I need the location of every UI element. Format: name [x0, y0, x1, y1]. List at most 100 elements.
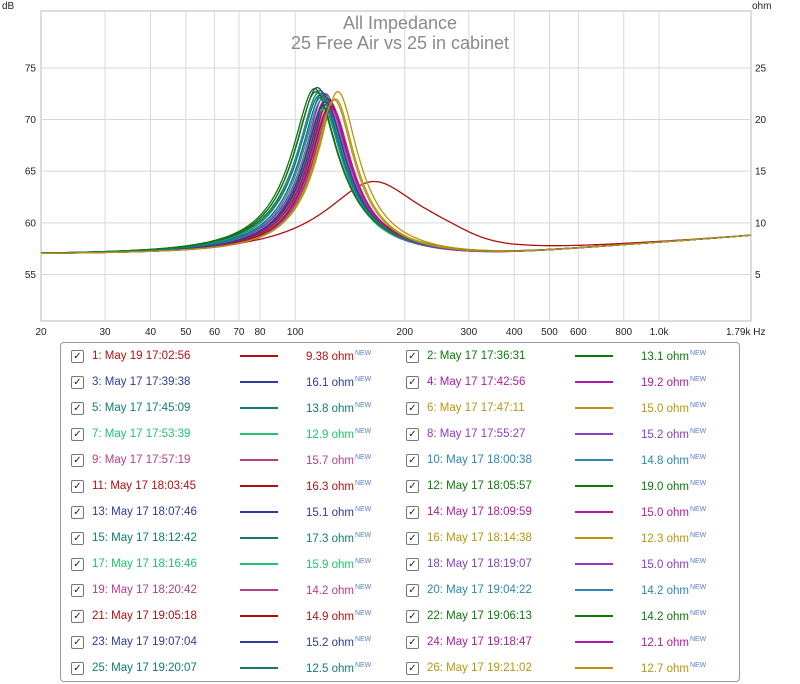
series-line-26 [41, 99, 752, 255]
legend-swatch [240, 563, 278, 565]
legend-checkbox[interactable]: ✓ [71, 557, 84, 571]
legend-label: 16: May 17 18:14:38 [427, 532, 532, 544]
legend-checkbox[interactable]: ✓ [71, 531, 84, 545]
legend-value: 15.2 ohmNEW [306, 636, 371, 649]
legend-value: 14.8 ohmNEW [641, 454, 706, 467]
legend-checkbox[interactable]: ✓ [71, 609, 84, 623]
legend-checkbox[interactable]: ✓ [71, 583, 84, 597]
legend-value-text: 15.7 ohm [306, 454, 354, 467]
legend-checkbox[interactable]: ✓ [406, 479, 419, 493]
new-badge: NEW [354, 375, 372, 383]
legend-checkbox[interactable]: ✓ [406, 427, 419, 441]
legend-value: 14.2 ohmNEW [306, 584, 371, 597]
legend-checkbox[interactable]: ✓ [406, 531, 419, 545]
legend-value: 14.2 ohmNEW [641, 584, 706, 597]
x-tick-label: 400 [506, 327, 523, 338]
x-tick-label: 1.79k Hz [726, 327, 765, 338]
y-tick-label-left: 65 [25, 167, 37, 178]
legend-checkbox[interactable]: ✓ [406, 583, 419, 597]
legend-label: 7: May 17 17:53:39 [92, 428, 191, 440]
legend-checkbox[interactable]: ✓ [406, 661, 419, 675]
legend-swatch [575, 667, 613, 669]
legend-label: 10: May 17 18:00:38 [427, 454, 532, 466]
legend-value-text: 12.9 ohm [306, 428, 354, 441]
y-tick-label-left: 70 [25, 115, 37, 126]
new-badge: NEW [689, 375, 707, 383]
legend-checkbox[interactable]: ✓ [71, 505, 84, 519]
x-tick-label: 70 [233, 327, 245, 338]
legend-value: 13.1 ohmNEW [641, 350, 706, 363]
legend-swatch [575, 485, 613, 487]
legend-value-text: 12.7 ohm [641, 662, 689, 675]
legend-value: 12.9 ohmNEW [306, 428, 371, 441]
legend-checkbox[interactable]: ✓ [406, 609, 419, 623]
x-axis-ticks: 20 30 40 50 60 70 80 100 200 300 400 500 600 800 1.0k 1… [35, 327, 765, 338]
x-tick-label: 30 [99, 327, 111, 338]
legend-label: 19: May 17 18:20:42 [92, 584, 197, 596]
legend-value-text: 14.2 ohm [641, 584, 689, 597]
x-tick-label: 800 [615, 327, 632, 338]
new-badge: NEW [354, 401, 372, 409]
legend-label: 11: May 17 18:03:45 [92, 480, 196, 492]
new-badge: NEW [354, 453, 372, 461]
y-axis-label-left: dB [2, 1, 15, 12]
legend-label: 12: May 17 18:05:57 [427, 480, 532, 492]
legend-checkbox[interactable]: ✓ [406, 505, 419, 519]
y-tick-label-right: 5 [755, 270, 761, 281]
x-tick-label: 600 [570, 327, 587, 338]
legend-checkbox[interactable]: ✓ [71, 427, 84, 441]
legend-entry: ✓ 16: May 17 18:14:38 12.3 ohmNEW [406, 525, 706, 551]
new-badge: NEW [354, 479, 372, 487]
legend-entry: ✓ 2: May 17 17:36:31 13.1 ohmNEW [406, 343, 706, 369]
legend-checkbox[interactable]: ✓ [406, 349, 419, 363]
legend-entry: ✓ 19: May 17 18:20:42 14.2 ohmNEW [71, 577, 371, 603]
legend-value-text: 15.0 ohm [641, 402, 689, 415]
legend-checkbox[interactable]: ✓ [406, 635, 419, 649]
legend-checkbox[interactable]: ✓ [406, 401, 419, 415]
new-badge: NEW [689, 557, 707, 565]
legend-label: 4: May 17 17:42:56 [427, 376, 526, 388]
legend-checkbox[interactable]: ✓ [71, 453, 84, 467]
grid [41, 11, 751, 321]
legend-value: 19.0 ohmNEW [641, 480, 706, 493]
legend-label: 15: May 17 18:12:42 [92, 532, 197, 544]
legend-value-text: 13.1 ohm [641, 350, 689, 363]
legend-checkbox[interactable]: ✓ [406, 557, 419, 571]
legend-checkbox[interactable]: ✓ [406, 375, 419, 389]
legend-entry: ✓ 26: May 17 19:21:02 12.7 ohmNEW [406, 655, 706, 681]
legend-value-text: 15.2 ohm [641, 428, 689, 441]
legend-checkbox[interactable]: ✓ [406, 453, 419, 467]
legend-value-text: 14.2 ohm [641, 610, 689, 623]
legend-label: 22: May 17 19:06:13 [427, 610, 532, 622]
x-tick-label: 50 [180, 327, 192, 338]
legend-label: 2: May 17 17:36:31 [427, 350, 526, 362]
x-tick-label: 200 [396, 327, 413, 338]
legend-checkbox[interactable]: ✓ [71, 635, 84, 649]
legend-checkbox[interactable]: ✓ [71, 349, 84, 363]
legend-value-text: 16.3 ohm [306, 480, 354, 493]
legend-checkbox[interactable]: ✓ [71, 375, 84, 389]
legend-entry: ✓ 5: May 17 17:45:09 13.8 ohmNEW [71, 395, 371, 421]
new-badge: NEW [354, 661, 372, 669]
legend-label: 14: May 17 18:09:59 [427, 506, 532, 518]
legend-value: 15.0 ohmNEW [641, 506, 706, 519]
legend-checkbox[interactable]: ✓ [71, 401, 84, 415]
x-tick-label: 300 [460, 327, 477, 338]
new-badge: NEW [354, 557, 372, 565]
y-tick-label-left: 60 [25, 218, 37, 229]
legend-value: 16.1 ohmNEW [306, 376, 371, 389]
legend-label: 9: May 17 17:57:19 [92, 454, 191, 466]
legend-entry: ✓ 21: May 17 19:05:18 14.9 ohmNEW [71, 603, 371, 629]
legend-checkbox[interactable]: ✓ [71, 661, 84, 675]
legend-value: 16.3 ohmNEW [306, 480, 371, 493]
legend-entry: ✓ 20: May 17 19:04:22 14.2 ohmNEW [406, 577, 706, 603]
legend-value-text: 15.0 ohm [641, 506, 689, 519]
legend-value-text: 16.1 ohm [306, 376, 354, 389]
legend-swatch [575, 641, 613, 643]
new-badge: NEW [689, 531, 707, 539]
legend-label: 1: May 19 17:02:56 [92, 350, 191, 362]
legend-value-text: 15.0 ohm [641, 558, 689, 571]
legend-swatch [575, 537, 613, 539]
legend-checkbox[interactable]: ✓ [71, 479, 84, 493]
x-tick-label: 80 [254, 327, 266, 338]
